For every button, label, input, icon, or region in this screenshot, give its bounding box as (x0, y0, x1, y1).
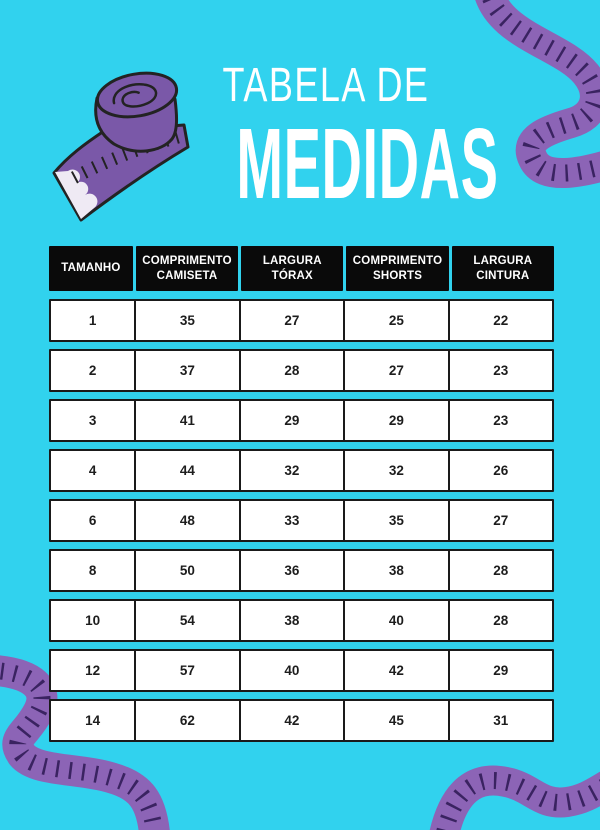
size-table-body: 1 35 27 25 22 2 37 28 27 23 3 41 29 29 23 4 44 32 32 26 6 48 3… (49, 299, 554, 742)
measurement-cell: 22 (447, 301, 552, 340)
measurement-cell: 41 (134, 401, 238, 440)
measurement-cell: 42 (238, 701, 343, 740)
page-title-line1: TABELA DE (222, 59, 430, 112)
measurement-cell: 28 (238, 351, 343, 390)
column-header-1: COMPRIMENTO CAMISETA (135, 246, 239, 291)
measurement-cell: 23 (447, 401, 552, 440)
size-value-cell: 1 (88, 313, 97, 328)
table-row: 10 54 38 40 28 (49, 599, 554, 642)
measurement-cell: 40 (343, 601, 447, 640)
table-row: 12 57 40 42 29 (49, 649, 554, 692)
size-value-cell: 3 (88, 413, 97, 428)
measuring-tape-roll-icon (52, 71, 190, 222)
measurement-cell: 48 (134, 501, 238, 540)
size-table-header-row: TAMANHO COMPRIMENTO CAMISETA LARGURA TÓRAX… (49, 246, 555, 291)
table-row: 6 48 33 35 27 (49, 499, 554, 542)
table-row: 2 37 28 27 23 (49, 349, 554, 392)
table-row: 4 44 32 32 26 (49, 449, 554, 492)
measurement-cell: 27 (343, 351, 447, 390)
measurement-cell: 27 (238, 301, 343, 340)
measurement-cell: 27 (447, 501, 552, 540)
measurement-cell: 54 (134, 601, 238, 640)
measurement-cell: 57 (134, 651, 238, 690)
size-table: TAMANHO COMPRIMENTO CAMISETA LARGURA TÓRAX… (49, 246, 555, 749)
measurement-cell: 29 (238, 401, 343, 440)
measurement-cell: 62 (134, 701, 238, 740)
measurement-cell: 38 (343, 551, 447, 590)
measurement-cell: 37 (134, 351, 238, 390)
column-header-4: LARGURA CINTURA (451, 246, 555, 291)
measurement-cell: 40 (238, 651, 343, 690)
size-value-cell: 14 (85, 713, 101, 728)
size-value-cell: 12 (85, 663, 101, 678)
column-header-0: TAMANHO (49, 246, 133, 291)
column-header-3: COMPRIMENTO SHORTS (346, 246, 449, 291)
measurement-cell: 35 (134, 301, 238, 340)
tape-ribbon-bottom-right-icon (429, 765, 600, 830)
size-value-cell: 2 (88, 363, 97, 378)
table-row: 1 35 27 25 22 (49, 299, 554, 342)
size-value-cell: 6 (88, 513, 97, 528)
measurement-cell: 25 (343, 301, 447, 340)
size-value-cell: 8 (88, 563, 97, 578)
measurement-cell: 29 (447, 651, 552, 690)
page-title-line2: MEDIDAS (236, 108, 499, 220)
measurement-cell: 32 (238, 451, 343, 490)
table-row: 3 41 29 29 23 (49, 399, 554, 442)
measurement-cell: 29 (343, 401, 447, 440)
measurement-cell: 45 (343, 701, 447, 740)
measurement-cell: 28 (447, 551, 552, 590)
measurement-cell: 33 (238, 501, 343, 540)
size-value-cell: 4 (88, 463, 97, 478)
measurement-cell: 36 (238, 551, 343, 590)
table-row: 14 62 42 45 31 (49, 699, 554, 742)
measurement-cell: 31 (447, 701, 552, 740)
tape-ribbon-top-right-icon (476, 0, 600, 188)
table-row: 8 50 36 38 28 (49, 549, 554, 592)
measurement-cell: 28 (447, 601, 552, 640)
size-value-cell: 10 (85, 613, 101, 628)
tape-ribbon-bottom-left-icon (0, 655, 170, 830)
measurement-cell: 42 (343, 651, 447, 690)
column-header-2: LARGURA TÓRAX (241, 246, 344, 291)
measurement-cell: 38 (238, 601, 343, 640)
measurement-cell: 50 (134, 551, 238, 590)
measurement-cell: 32 (343, 451, 447, 490)
measurement-cell: 44 (134, 451, 238, 490)
measurement-cell: 26 (447, 451, 552, 490)
measurement-cell: 35 (343, 501, 447, 540)
measurement-cell: 23 (447, 351, 552, 390)
